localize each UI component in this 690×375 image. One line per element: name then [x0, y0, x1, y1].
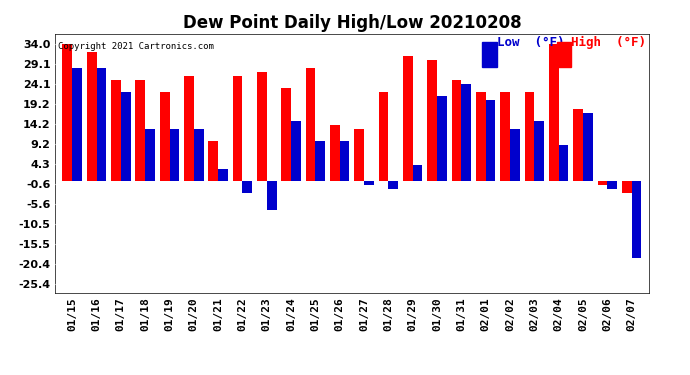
Bar [242, 182, 252, 194]
Title: Dew Point Daily High/Low 20210208: Dew Point Daily High/Low 20210208 [183, 14, 521, 32]
Text: Low  (°F): Low (°F) [497, 36, 565, 50]
Bar [559, 145, 569, 182]
Bar [160, 92, 170, 182]
Bar [583, 112, 593, 182]
Bar [524, 92, 534, 182]
Bar [233, 76, 242, 182]
Bar [135, 80, 145, 182]
Bar [607, 182, 617, 189]
Bar [330, 125, 339, 182]
Bar [194, 129, 204, 182]
Bar [218, 169, 228, 182]
Bar [476, 92, 486, 182]
Bar [427, 60, 437, 182]
Bar [145, 129, 155, 182]
FancyBboxPatch shape [557, 42, 571, 68]
Bar [121, 92, 130, 182]
Bar [598, 182, 607, 185]
Bar [437, 96, 446, 182]
Bar [267, 182, 277, 210]
Bar [403, 56, 413, 182]
Bar [72, 68, 82, 182]
Bar [63, 44, 72, 182]
Bar [462, 84, 471, 182]
Bar [111, 80, 121, 182]
FancyBboxPatch shape [482, 42, 497, 68]
Bar [622, 182, 631, 194]
Bar [257, 72, 267, 182]
Bar [534, 121, 544, 182]
Bar [339, 141, 349, 182]
Bar [97, 68, 106, 182]
Bar [500, 92, 510, 182]
Bar [306, 68, 315, 182]
Bar [364, 182, 374, 185]
Bar [208, 141, 218, 182]
Bar [510, 129, 520, 182]
Bar [355, 129, 364, 182]
Bar [573, 108, 583, 182]
Bar [184, 76, 194, 182]
Bar [486, 100, 495, 182]
Bar [379, 92, 388, 182]
Bar [87, 52, 97, 182]
Bar [315, 141, 325, 182]
Bar [549, 44, 559, 182]
Bar [413, 165, 422, 182]
Bar [170, 129, 179, 182]
Bar [282, 88, 291, 182]
Bar [452, 80, 462, 182]
Bar [388, 182, 398, 189]
Text: High  (°F): High (°F) [571, 36, 646, 50]
Bar [291, 121, 301, 182]
Text: Copyright 2021 Cartronics.com: Copyright 2021 Cartronics.com [58, 42, 214, 51]
Bar [631, 182, 641, 258]
